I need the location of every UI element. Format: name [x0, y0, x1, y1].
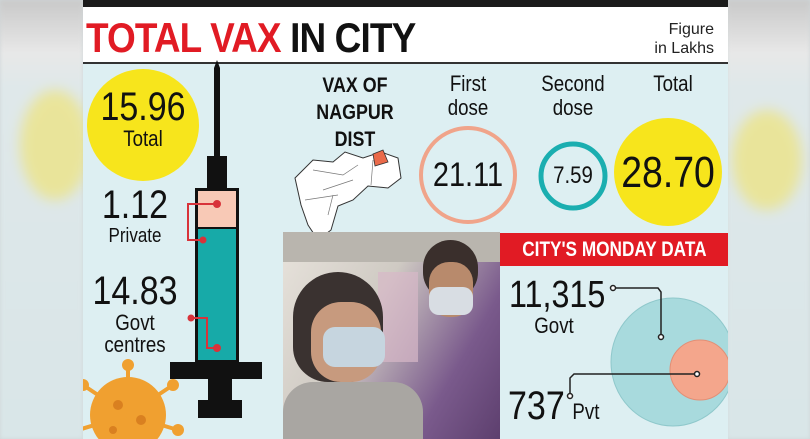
top-bar — [83, 0, 728, 7]
city-total: 15.96 Total — [87, 86, 199, 150]
district-heading-line3: DIST — [334, 128, 376, 151]
district-heading-line1: VAX OF — [322, 74, 388, 97]
private-value: 1.12 — [101, 183, 169, 227]
first-dose-label: First dose — [418, 72, 518, 120]
city-total-label: Total — [123, 126, 163, 151]
govt-stat: 14.83 Govt centres — [83, 270, 187, 356]
syringe-icon — [170, 60, 262, 418]
district-heading: VAX OF NAGPUR DIST — [305, 72, 405, 153]
second-dose-value: 7.59 — [553, 162, 593, 189]
monday-pvt-value: 737 — [508, 384, 565, 428]
city-total-circle — [87, 69, 199, 181]
private-stat: 1.12 Private — [85, 184, 185, 246]
header: TOTAL VAX IN CITY Figure in Lakhs — [83, 7, 728, 64]
first-dose-label-line2: dose — [447, 95, 489, 120]
govt-label-line1: Govt — [115, 310, 155, 335]
district-heading-line2: NAGPUR — [316, 101, 394, 124]
city-total-value: 15.96 — [100, 85, 186, 129]
blurred-margin-right — [727, 0, 810, 439]
monday-connectors — [566, 284, 701, 400]
monday-banner-text: CITY'S MONDAY DATA — [521, 238, 707, 261]
monday-pvt: 737 Pvt — [503, 386, 602, 426]
first-dose-circle — [419, 126, 517, 224]
district-total-circle — [614, 118, 722, 226]
units-line1: Figure — [668, 21, 714, 38]
govt-fill — [198, 229, 236, 360]
nagpur-highlight — [372, 149, 389, 167]
maharashtra-map-icon — [294, 149, 402, 241]
units-note: Figure in Lakhs — [654, 20, 714, 58]
blurred-margin-left — [0, 0, 90, 439]
second-dose-label-line2: dose — [552, 95, 594, 120]
title-red: TOTAL VAX — [86, 14, 282, 61]
second-dose-circle — [538, 141, 608, 211]
district-total-label: Total — [653, 71, 693, 96]
second-dose-label-line1: Second — [541, 71, 605, 96]
district-total-value: 28.70 — [621, 148, 715, 197]
first-dose-value: 21.11 — [432, 156, 504, 194]
infographic: TOTAL VAX IN CITY Figure in Lakhs — [83, 0, 728, 439]
pvt-circle — [669, 339, 728, 401]
connector-lines — [187, 200, 221, 352]
units-line2: in Lakhs — [654, 40, 714, 57]
second-dose-label: Second dose — [523, 72, 623, 120]
graphics-layer — [83, 60, 728, 439]
vaccination-photo — [283, 232, 500, 439]
first-dose-label-line1: First — [449, 71, 487, 96]
monday-govt-value: 11,315 — [508, 274, 606, 316]
private-label: Private — [108, 225, 162, 247]
private-fill — [198, 191, 236, 227]
govt-value: 14.83 — [92, 269, 178, 313]
monday-govt: 11,315 Govt — [501, 276, 607, 338]
monday-govt-label: Govt — [534, 313, 574, 338]
govt-label-line2: centres — [104, 332, 166, 357]
monday-banner: CITY'S MONDAY DATA — [500, 233, 728, 266]
monday-pvt-label: Pvt — [572, 399, 600, 424]
page-title: TOTAL VAX IN CITY — [86, 14, 416, 61]
virus-icon — [83, 359, 184, 439]
title-black: IN CITY — [290, 14, 416, 61]
